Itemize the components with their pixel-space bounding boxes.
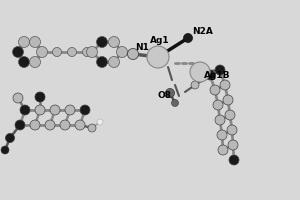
Circle shape — [217, 130, 227, 140]
Circle shape — [1, 146, 9, 154]
Circle shape — [109, 56, 119, 68]
Circle shape — [147, 46, 169, 68]
Circle shape — [190, 62, 210, 82]
Circle shape — [29, 56, 40, 68]
Circle shape — [30, 120, 40, 130]
Circle shape — [29, 36, 40, 47]
Circle shape — [13, 93, 23, 103]
Text: N1: N1 — [135, 43, 149, 52]
Circle shape — [225, 110, 235, 120]
Circle shape — [228, 140, 238, 150]
Circle shape — [97, 119, 103, 125]
Circle shape — [75, 120, 85, 130]
Circle shape — [166, 88, 175, 98]
Circle shape — [97, 56, 107, 68]
Text: Ag1B: Ag1B — [204, 71, 230, 80]
Circle shape — [109, 36, 119, 47]
Circle shape — [213, 100, 223, 110]
Circle shape — [223, 95, 233, 105]
Circle shape — [205, 70, 215, 80]
Circle shape — [191, 81, 199, 89]
Circle shape — [68, 47, 76, 56]
Circle shape — [19, 36, 29, 47]
Circle shape — [80, 105, 90, 115]
Circle shape — [210, 85, 220, 95]
Circle shape — [45, 120, 55, 130]
Circle shape — [35, 92, 45, 102]
Circle shape — [215, 65, 225, 75]
Circle shape — [215, 115, 225, 125]
Circle shape — [15, 120, 25, 130]
Circle shape — [13, 46, 23, 58]
Text: N2A: N2A — [192, 27, 213, 36]
Circle shape — [35, 105, 45, 115]
Circle shape — [86, 46, 98, 58]
Circle shape — [52, 47, 62, 56]
Text: Ag1: Ag1 — [150, 36, 170, 45]
Circle shape — [220, 80, 230, 90]
Circle shape — [97, 36, 107, 47]
Circle shape — [82, 47, 91, 56]
Circle shape — [184, 33, 193, 43]
Circle shape — [19, 56, 29, 68]
Circle shape — [20, 105, 30, 115]
Circle shape — [172, 99, 178, 106]
Circle shape — [227, 125, 237, 135]
Text: O8: O8 — [158, 91, 172, 100]
Circle shape — [88, 124, 96, 132]
Circle shape — [116, 46, 128, 58]
Circle shape — [5, 134, 14, 142]
Circle shape — [65, 105, 75, 115]
Circle shape — [50, 105, 60, 115]
Circle shape — [60, 120, 70, 130]
Circle shape — [37, 46, 47, 58]
Circle shape — [218, 145, 228, 155]
Circle shape — [128, 48, 139, 60]
Circle shape — [229, 155, 239, 165]
